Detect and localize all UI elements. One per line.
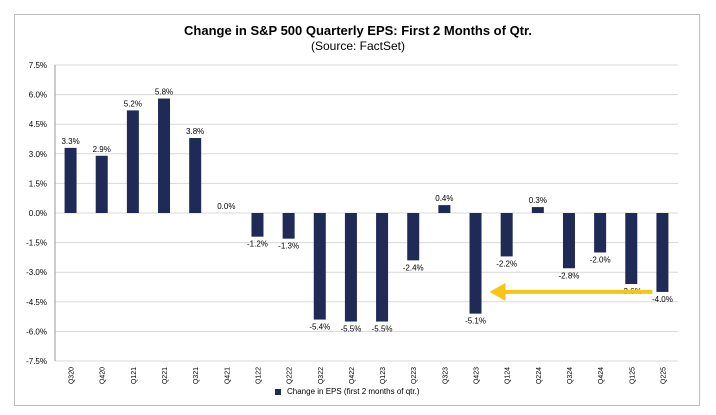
y-tick-label: 6.0%: [29, 91, 47, 100]
y-tick-label: -6.0%: [26, 327, 47, 336]
data-label: -4.0%: [652, 295, 673, 304]
data-label: -2.4%: [403, 263, 424, 272]
data-label: -5.1%: [465, 317, 486, 326]
data-label: -1.2%: [247, 240, 268, 249]
x-tick-label: Q122: [255, 367, 262, 384]
data-label: -2.8%: [559, 271, 580, 280]
bar: [625, 213, 638, 285]
x-tick-label: Q225: [660, 367, 667, 384]
bar: [376, 213, 389, 322]
x-tick-label: Q421: [224, 367, 231, 384]
bar: [469, 213, 482, 314]
bar: [344, 213, 357, 322]
x-tick-label: Q121: [131, 367, 138, 384]
bar: [95, 155, 108, 213]
y-tick-label: -1.5%: [26, 239, 47, 248]
x-tick-label: Q422: [349, 367, 356, 384]
data-label: 0.4%: [435, 194, 453, 203]
x-tick-label: Q222: [287, 367, 294, 384]
x-tick-label: Q123: [380, 367, 387, 384]
bar: [313, 213, 326, 320]
data-label: 5.2%: [124, 99, 142, 108]
chart-subtitle: (Source: FactSet): [310, 39, 406, 53]
x-tick-label: Q320: [69, 367, 76, 384]
data-label: -5.4%: [309, 323, 330, 332]
data-label: -5.5%: [340, 325, 361, 334]
y-tick-label: -7.5%: [26, 357, 47, 366]
x-tick-label: Q420: [100, 367, 107, 384]
data-label: -5.5%: [372, 325, 393, 334]
bar: [562, 213, 575, 269]
x-tick-label: Q224: [536, 367, 543, 384]
bar: [594, 213, 607, 253]
data-label: 3.3%: [61, 137, 79, 146]
data-label: 3.8%: [186, 127, 204, 136]
x-tick-label: Q221: [162, 367, 169, 384]
bar: [251, 213, 264, 237]
chart-title: Change in S&P 500 Quarterly EPS: First 2…: [184, 23, 532, 38]
legend-swatch: [275, 388, 281, 395]
y-tick-label: 1.5%: [29, 179, 47, 188]
bar: [500, 213, 513, 257]
x-tick-label: Q223: [411, 367, 418, 384]
y-tick-label: 0.0%: [29, 209, 47, 218]
arrow-head: [489, 282, 506, 301]
x-tick-label: Q124: [505, 367, 512, 384]
x-tick-label: Q125: [629, 367, 636, 384]
x-tick-label: Q323: [442, 367, 449, 384]
y-tick-label: -4.5%: [26, 298, 47, 307]
legend: Change in EPS (first 2 months of qtr.): [275, 387, 420, 396]
y-tick-label: 3.0%: [29, 150, 47, 159]
x-tick-label: Q423: [474, 367, 481, 384]
y-tick-label: 4.5%: [29, 120, 47, 129]
data-label: -1.3%: [278, 242, 299, 251]
data-label: 2.9%: [93, 145, 111, 154]
bar: [656, 213, 669, 292]
bar: [438, 205, 451, 213]
x-tick-label: Q424: [598, 367, 605, 384]
data-label: -2.0%: [590, 255, 611, 264]
x-tick-label: Q322: [318, 367, 325, 384]
bar: [189, 138, 202, 213]
x-tick-label: Q324: [567, 367, 574, 384]
y-tick-label: 7.5%: [29, 61, 47, 70]
bar: [64, 147, 77, 213]
bar: [158, 98, 171, 213]
x-tick-label: Q321: [193, 367, 200, 384]
data-label: 5.8%: [155, 88, 173, 97]
legend-label: Change in EPS (first 2 months of qtr.): [287, 387, 420, 396]
bar: [282, 213, 295, 239]
bar: [126, 110, 139, 213]
y-tick-label: -3.0%: [26, 268, 47, 277]
data-label: -2.2%: [496, 259, 517, 268]
bar: [531, 207, 544, 213]
data-label: 0.0%: [217, 202, 235, 211]
data-label: 0.3%: [529, 196, 547, 205]
bar: [407, 213, 420, 261]
